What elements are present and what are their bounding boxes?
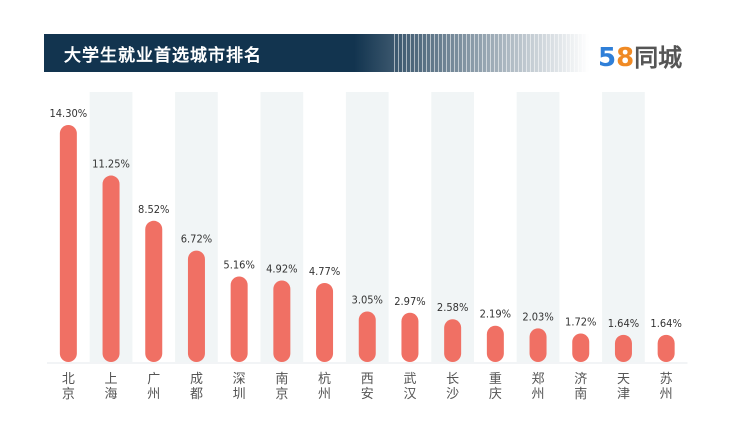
bar-6 <box>316 282 334 362</box>
bar-14 <box>657 334 675 362</box>
data-label: 6.72% <box>181 233 212 246</box>
category-label: 州 <box>147 387 160 402</box>
column-shade <box>602 92 645 362</box>
category-label: 津 <box>617 387 630 402</box>
bar-1 <box>102 175 120 362</box>
category-label: 沙 <box>446 387 459 402</box>
column-shade <box>431 92 474 362</box>
category-label: 州 <box>660 387 673 402</box>
data-label: 8.52% <box>138 203 169 216</box>
bar-2 <box>145 220 163 362</box>
chart-title: 大学生就业首选城市排名 <box>64 46 262 66</box>
data-label: 3.05% <box>352 293 383 306</box>
category-label: 都 <box>190 387 203 402</box>
category-label: 成 <box>190 372 203 387</box>
category-label: 上 <box>105 372 118 387</box>
data-label: 14.30% <box>49 107 87 120</box>
bar-4 <box>230 276 248 362</box>
category-label: 西 <box>361 372 374 387</box>
data-label: 2.97% <box>394 295 425 308</box>
category-label: 庆 <box>489 387 502 402</box>
category-label: 杭 <box>318 372 331 387</box>
category-label: 郑 <box>532 372 545 387</box>
data-label: 2.58% <box>437 301 468 314</box>
bar-10 <box>486 325 504 362</box>
data-label: 1.64% <box>608 317 639 330</box>
category-label: 州 <box>532 387 545 402</box>
bar-11 <box>529 328 547 362</box>
category-label: 广 <box>147 372 160 387</box>
category-label: 京 <box>62 387 75 402</box>
category-label: 天 <box>617 372 630 387</box>
category-label: 长 <box>446 372 459 387</box>
data-label: 11.25% <box>92 158 130 171</box>
category-label: 州 <box>318 387 331 402</box>
logo-text: 同城 <box>634 44 683 72</box>
category-label: 汉 <box>403 387 416 402</box>
category-label: 海 <box>105 387 118 402</box>
data-label: 4.77% <box>309 265 340 278</box>
category-label: 武 <box>403 372 416 387</box>
bar-5 <box>273 280 291 362</box>
title-banner: 大学生就业首选城市排名 <box>44 34 589 72</box>
data-label: 4.92% <box>266 262 297 275</box>
banner-stripes <box>394 34 589 72</box>
data-label: 2.19% <box>480 308 511 321</box>
category-label: 苏 <box>660 371 673 387</box>
logo-digit-8: 8 <box>616 43 635 73</box>
bar-0 <box>59 125 77 362</box>
category-label: 安 <box>361 387 374 402</box>
category-label: 济 <box>574 372 587 387</box>
bar-13 <box>614 334 632 362</box>
bar-9 <box>444 319 462 362</box>
category-label: 京 <box>275 387 288 402</box>
category-label: 北 <box>62 372 75 387</box>
58-tongcheng-logo: 58同城 <box>598 38 682 73</box>
bar-3 <box>187 250 205 362</box>
bar-8 <box>401 312 419 362</box>
bar-7 <box>358 311 376 362</box>
category-label: 深 <box>233 372 246 387</box>
category-label: 南 <box>275 371 288 387</box>
category-label: 圳 <box>233 387 246 402</box>
data-label: 1.72% <box>565 315 596 328</box>
column-shade <box>516 92 560 362</box>
bar-12 <box>572 333 590 362</box>
data-label: 1.64% <box>650 317 681 330</box>
data-label: 5.16% <box>223 258 254 271</box>
category-label: 南 <box>574 386 587 402</box>
data-label: 2.03% <box>522 310 553 323</box>
logo-digit-5: 5 <box>598 43 617 73</box>
category-label: 重 <box>489 371 502 387</box>
